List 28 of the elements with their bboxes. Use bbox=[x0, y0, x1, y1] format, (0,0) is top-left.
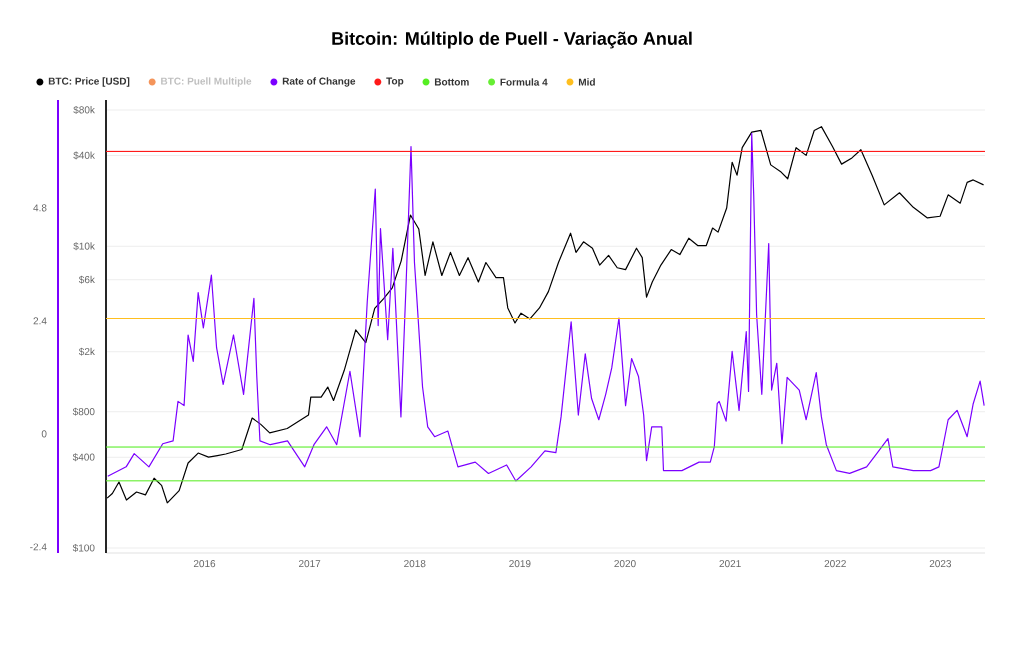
y-tick-label: $10k bbox=[73, 242, 95, 251]
x-tick-label: 2016 bbox=[193, 560, 216, 568]
x-tick-label: 2017 bbox=[299, 560, 321, 568]
legend-label: BTC: Puell Multiple bbox=[161, 77, 252, 87]
y-tick-label: $800 bbox=[72, 407, 95, 416]
y-tick-label: $80k bbox=[73, 105, 95, 114]
x-tick-label: 2019 bbox=[509, 560, 531, 568]
y2-tick-label: 4.8 bbox=[33, 204, 47, 212]
legend-label: Top bbox=[386, 77, 404, 87]
x-tick-label: 2023 bbox=[929, 560, 952, 568]
y-tick-label: $400 bbox=[72, 453, 95, 462]
x-tick-label: 2020 bbox=[614, 560, 636, 568]
y2-tick-label: -2.4 bbox=[30, 543, 47, 551]
legend-label: BTC: Price [USD] bbox=[48, 77, 130, 87]
y2-tick-label: 0 bbox=[41, 430, 47, 438]
legend-label: Mid bbox=[578, 78, 595, 86]
x-tick-label: 2021 bbox=[719, 560, 741, 568]
y-tick-label: $100 bbox=[72, 543, 95, 553]
legend-label: Formula 4 bbox=[500, 78, 548, 86]
y-tick-label: $6k bbox=[78, 275, 95, 284]
legend-label: Bottom bbox=[434, 78, 469, 86]
x-tick-label: 2018 bbox=[404, 560, 426, 568]
y2-tick-label: 2.4 bbox=[33, 317, 47, 325]
chart-title: Bitcoin: Múltiplo de Puell - Variação Anual bbox=[332, 31, 692, 49]
y-tick-label: $2k bbox=[78, 347, 95, 356]
x-tick-label: 2022 bbox=[824, 560, 846, 568]
legend-label: Rate of Change bbox=[282, 77, 356, 87]
y-tick-label: $40k bbox=[73, 151, 95, 160]
